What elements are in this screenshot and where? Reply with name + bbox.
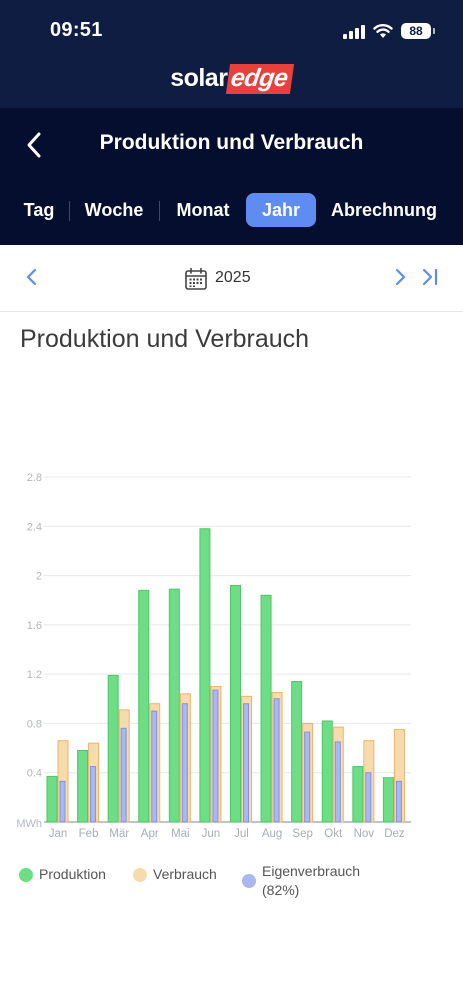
bar-self-consumption xyxy=(59,780,66,823)
x-tick-label: Mai xyxy=(171,828,190,840)
solaredge-logo: solaredge xyxy=(0,64,463,94)
bar-production xyxy=(321,720,333,823)
bar-self-consumption xyxy=(212,689,219,823)
y-tick-label: 1.2 xyxy=(27,669,42,681)
x-tick-label: Aug xyxy=(262,828,282,840)
bar-self-consumption xyxy=(181,703,188,823)
x-tick-label: Mär xyxy=(109,828,129,840)
bar-self-consumption xyxy=(151,710,158,823)
legend-consumption[interactable]: Verbrauch xyxy=(133,866,217,882)
bar-self-consumption xyxy=(365,772,372,823)
y-axis-unit-label: MWh xyxy=(16,818,42,830)
period-tabs: Tag Woche Monat Jahr Abrechnung xyxy=(0,193,463,227)
tab-divider xyxy=(69,201,70,221)
legend-self-consumption-swatch xyxy=(242,874,256,888)
x-tick-label: Jul xyxy=(234,828,249,840)
date-navigation: 2025 xyxy=(0,245,463,312)
bar-production xyxy=(107,674,119,823)
nav-bar xyxy=(0,108,463,245)
y-tick-label: 2.8 xyxy=(27,472,42,484)
status-icons: 88 xyxy=(343,20,435,42)
bar-production xyxy=(382,777,394,823)
bar-production xyxy=(46,775,58,823)
bar-self-consumption xyxy=(334,741,341,823)
bar-production xyxy=(138,589,150,823)
bar-self-consumption xyxy=(120,727,127,823)
page-title: Produktion und Verbrauch xyxy=(99,131,364,154)
x-tick-label: Sep xyxy=(292,828,312,840)
bar-production xyxy=(352,766,364,823)
wifi-icon xyxy=(373,24,393,38)
bar-production xyxy=(199,528,211,823)
legend-production-swatch xyxy=(19,868,33,882)
y-tick-label: 1.6 xyxy=(27,620,42,632)
legend-production[interactable]: Produktion xyxy=(19,866,106,882)
tab-tag[interactable]: Tag xyxy=(23,200,55,220)
tab-woche[interactable]: Woche xyxy=(84,200,144,220)
cellular-signal-icon xyxy=(343,24,365,39)
next-period-icon[interactable] xyxy=(392,267,408,287)
bar-self-consumption xyxy=(243,703,249,823)
legend-consumption-swatch xyxy=(133,868,147,882)
bar-self-consumption xyxy=(395,780,402,823)
x-tick-label: Jun xyxy=(202,828,221,840)
y-tick-label: 0.4 xyxy=(27,768,42,780)
bar-production xyxy=(260,594,272,823)
x-tick-label: Okt xyxy=(324,828,343,840)
production-consumption-chart: 0.4 0.8 1.2 1.6 2 2.4 2.8 MWh Jan Feb Mär Apr Mai Jun… xyxy=(16,472,411,840)
tab-monat[interactable]: Monat xyxy=(176,200,230,220)
x-tick-label: Dez xyxy=(384,828,405,840)
y-tick-label: 2.4 xyxy=(27,521,42,533)
date-label[interactable]: 2025 xyxy=(215,269,251,286)
app-header: 09:51 88 solaredge xyxy=(0,0,463,108)
bar-production xyxy=(291,681,303,823)
x-tick-label: Jan xyxy=(49,828,68,840)
x-tick-label: Feb xyxy=(79,828,99,840)
bar-self-consumption xyxy=(304,731,311,823)
tab-abrechnung[interactable]: Abrechnung xyxy=(331,200,437,220)
bar-self-consumption xyxy=(90,766,97,823)
chart-title: Produktion und Verbrauch xyxy=(20,325,310,353)
tab-jahr[interactable]: Jahr xyxy=(246,193,316,227)
status-time: 09:51 xyxy=(50,19,103,41)
calendar-icon[interactable] xyxy=(184,267,208,291)
y-tick-label: 2 xyxy=(36,571,42,583)
y-tick-label: 0.8 xyxy=(27,718,42,730)
latest-period-icon[interactable] xyxy=(419,267,441,287)
bar-production xyxy=(77,750,89,823)
chart-legend: Produktion Verbrauch Eigenverbrauch (82%) xyxy=(0,860,463,910)
battery-icon: 88 xyxy=(401,23,435,39)
x-tick-label: Apr xyxy=(141,828,159,840)
bar-self-consumption xyxy=(273,698,280,823)
x-tick-label: Nov xyxy=(354,828,375,840)
back-icon[interactable] xyxy=(22,128,46,162)
bar-production xyxy=(230,584,241,823)
legend-self-consumption[interactable]: Eigenverbrauch (82%) xyxy=(242,862,360,900)
tab-divider xyxy=(159,201,160,221)
bar-production xyxy=(168,588,180,823)
previous-period-icon[interactable] xyxy=(24,267,40,287)
